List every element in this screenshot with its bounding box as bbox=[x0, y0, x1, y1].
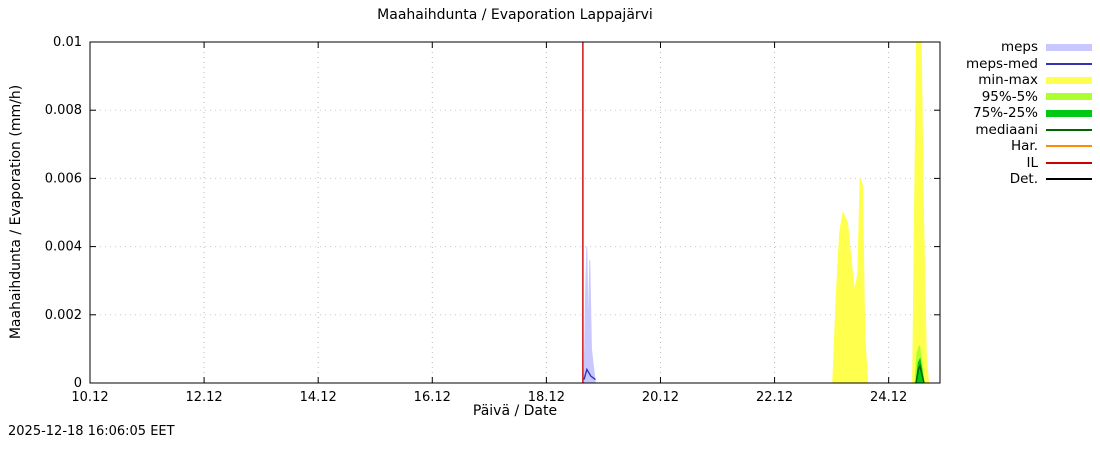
legend-swatch-mediaani bbox=[1046, 128, 1092, 131]
legend-item-Har.: Har. bbox=[966, 138, 1092, 155]
legend-item-75%-25%: 75%-25% bbox=[966, 105, 1092, 122]
x-tick-label: 20.12 bbox=[642, 390, 679, 405]
y-tick-label: 0.004 bbox=[45, 240, 82, 255]
legend-label: 95%-5% bbox=[981, 88, 1038, 105]
x-axis-label: Päivä / Date bbox=[472, 403, 558, 419]
series-line-mediaani bbox=[915, 363, 925, 384]
legend-item-IL: IL bbox=[966, 155, 1092, 172]
y-tick-label: 0.01 bbox=[53, 35, 82, 50]
y-tick-label: 0.008 bbox=[45, 103, 82, 118]
legend-label: mediaani bbox=[975, 121, 1038, 138]
legend-label: IL bbox=[1026, 154, 1038, 171]
legend-label: min-max bbox=[978, 72, 1038, 89]
x-tick-label: 22.12 bbox=[756, 390, 793, 405]
series-line-meps-med bbox=[583, 367, 596, 381]
x-tick-label: 10.12 bbox=[71, 390, 108, 405]
legend-label: 75%-25% bbox=[973, 105, 1038, 122]
y-tick-label: 0.002 bbox=[45, 308, 82, 323]
series-area-meps bbox=[583, 246, 597, 384]
legend-item-meps: meps bbox=[966, 39, 1092, 56]
series-area-min-max bbox=[912, 41, 930, 384]
x-tick-label: 24.12 bbox=[870, 390, 907, 405]
y-tick-label: 0.006 bbox=[45, 171, 82, 186]
legend-swatch-Har. bbox=[1046, 145, 1092, 148]
legend-swatch-meps-med bbox=[1046, 62, 1092, 65]
legend-item-95%-5%: 95%-5% bbox=[966, 89, 1092, 106]
series-area-min-max bbox=[832, 178, 869, 384]
chart-legend: meps meps-med min-max 95%-5% 75%-25% mediaani… bbox=[966, 39, 1092, 188]
legend-label: meps-med bbox=[966, 55, 1038, 72]
y-axis-label: Maahaihdunta / Evaporation (mm/h) bbox=[8, 84, 24, 340]
chart-title: Maahaihdunta / Evaporation Lappajärvi bbox=[377, 7, 653, 23]
legend-label: meps bbox=[1000, 39, 1038, 56]
plot-border bbox=[89, 41, 941, 384]
legend-item-min-max: min-max bbox=[966, 72, 1092, 89]
legend-swatch-min-max bbox=[1046, 76, 1092, 84]
generation-timestamp: 2025-12-18 16:06:05 EET bbox=[8, 424, 175, 439]
legend-label: Det. bbox=[1009, 171, 1038, 188]
x-tick-label: 18.12 bbox=[528, 390, 565, 405]
x-tick-label: 14.12 bbox=[300, 390, 337, 405]
y-tick-label: 0 bbox=[74, 376, 82, 391]
legend-swatch-Det. bbox=[1046, 178, 1092, 181]
legend-item-Det.: Det. bbox=[966, 171, 1092, 188]
legend-swatch-IL bbox=[1046, 161, 1092, 164]
x-tick-label: 12.12 bbox=[185, 390, 222, 405]
legend-swatch-meps bbox=[1046, 43, 1092, 51]
legend-label: Har. bbox=[1010, 138, 1038, 155]
x-tick-label: 16.12 bbox=[414, 390, 451, 405]
legend-swatch-95%-5% bbox=[1046, 93, 1092, 101]
legend-swatch-75%-25% bbox=[1046, 109, 1092, 117]
legend-item-mediaani: mediaani bbox=[966, 122, 1092, 139]
legend-item-meps-med: meps-med bbox=[966, 56, 1092, 73]
